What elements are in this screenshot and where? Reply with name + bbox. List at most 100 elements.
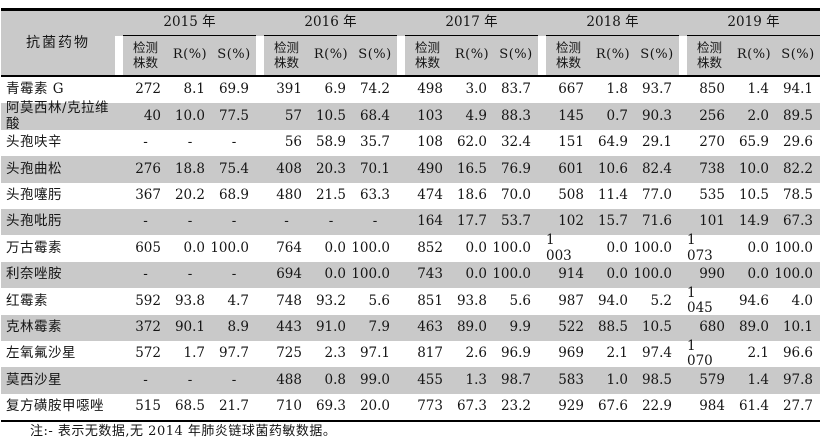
header-gutter — [115, 36, 123, 77]
r-percent-cell: 17.7 — [450, 208, 494, 236]
r-percent-cell: - — [187, 134, 193, 151]
strains-count-cell: 592 — [135, 292, 161, 309]
s-percent-cell: 27.7 — [782, 398, 813, 415]
header-gutter — [115, 11, 123, 36]
strains-count-cell: 1 073 — [687, 232, 713, 264]
row-gutter — [256, 77, 264, 103]
antibiotic-column-header: 抗菌药物 — [1, 11, 115, 77]
row-gutter — [115, 183, 123, 209]
row-gutter — [115, 235, 123, 261]
subheader-r-percent: R(%) — [591, 36, 635, 77]
r-percent-cell: 15.7 — [591, 208, 635, 236]
s-percent-cell: 82.2 — [776, 156, 820, 183]
row-gutter — [397, 103, 405, 130]
r-percent-cell: 0.0 — [732, 261, 776, 289]
r-percent-cell: 88.5 — [591, 314, 635, 341]
row-gutter — [538, 103, 546, 130]
header-gutter — [397, 11, 405, 36]
s-percent-cell: 96.6 — [782, 345, 813, 362]
r-percent-cell: 93.8 — [456, 292, 487, 309]
row-gutter — [538, 156, 546, 183]
r-percent-cell: 14.9 — [732, 208, 776, 236]
strains-count-cell: 522 — [546, 314, 591, 341]
s-percent-cell: 67.3 — [776, 208, 820, 236]
r-percent-cell: 8.1 — [183, 81, 205, 98]
year-header: 2016 年 — [264, 11, 397, 36]
s-percent-cell: 5.6 — [509, 292, 531, 309]
row-gutter — [397, 261, 405, 289]
s-percent-cell: 8.9 — [212, 314, 256, 341]
row-gutter — [256, 103, 264, 130]
s-percent-cell: 20.0 — [359, 398, 390, 415]
row-gutter — [256, 183, 264, 209]
year-header: 2015 年 — [123, 11, 256, 36]
s-percent-cell: 70.0 — [500, 187, 531, 203]
s-percent-cell: 78.5 — [782, 187, 813, 203]
s-percent-cell: 5.2 — [650, 292, 672, 309]
strains-count-cell: 480 — [276, 187, 302, 203]
row-gutter — [256, 367, 264, 394]
strains-count-cell: 738 — [687, 156, 732, 183]
r-percent-cell: 18.8 — [168, 156, 212, 183]
r-percent-cell: 93.2 — [315, 292, 346, 309]
row-gutter — [538, 314, 546, 341]
strains-count-cell: 498 — [417, 81, 443, 98]
strains-count-cell: 535 — [699, 187, 725, 203]
s-percent-cell: 10.5 — [635, 314, 679, 341]
r-percent-cell: 16.5 — [450, 156, 494, 183]
s-percent-cell: 94.1 — [782, 81, 813, 98]
strains-count-cell: 969 — [558, 345, 584, 362]
row-gutter — [115, 394, 123, 420]
strains-count-cell: 572 — [135, 345, 161, 362]
row-gutter — [679, 208, 687, 236]
r-percent-cell: 65.9 — [738, 134, 769, 151]
s-percent-cell: 93.7 — [641, 81, 672, 98]
r-percent-cell: 91.0 — [309, 314, 353, 341]
r-percent-cell: 3.0 — [465, 81, 487, 98]
subheader-r-percent: R(%) — [450, 36, 494, 77]
row-gutter — [397, 130, 405, 156]
strains-count-cell: - — [123, 208, 168, 236]
s-percent-cell: 97.1 — [359, 345, 390, 362]
row-gutter — [679, 77, 687, 103]
year-header: 2018 年 — [546, 11, 679, 36]
drug-name-cell: 利奈唑胺 — [1, 261, 115, 289]
strains-count-cell: 101 — [687, 208, 732, 236]
s-percent-cell: 100.0 — [633, 239, 672, 256]
strains-count-cell: 490 — [405, 156, 450, 183]
header-gutter — [256, 36, 264, 77]
r-percent-cell: 61.4 — [738, 398, 769, 415]
s-percent-cell: 99.0 — [353, 367, 397, 394]
r-percent-cell: 0.0 — [309, 261, 353, 289]
s-percent-cell: 68.9 — [218, 187, 249, 203]
year-header: 2019 年 — [687, 11, 820, 36]
row-gutter — [256, 314, 264, 341]
subheader-s-percent: S(%) — [776, 36, 820, 77]
row-gutter — [397, 235, 405, 261]
r-percent-cell: 10.0 — [168, 103, 212, 130]
s-percent-cell: 83.7 — [500, 81, 531, 98]
subheader-r-percent: R(%) — [732, 36, 776, 77]
subheader-r-percent: R(%) — [168, 36, 212, 77]
r-percent-cell: 2.1 — [747, 345, 769, 362]
r-percent-cell: - — [168, 261, 212, 289]
strains-count-cell: 103 — [405, 103, 450, 130]
s-percent-cell: 89.5 — [776, 103, 820, 130]
row-gutter — [256, 208, 264, 236]
r-percent-cell: 1.8 — [606, 81, 628, 98]
subheader-s-percent: S(%) — [353, 36, 397, 77]
row-gutter — [115, 261, 123, 289]
strains-count-cell: 579 — [687, 367, 732, 394]
r-percent-cell: 90.1 — [168, 314, 212, 341]
strains-count-cell: 852 — [417, 239, 443, 256]
s-percent-cell: 96.9 — [500, 345, 531, 362]
r-percent-cell: 11.4 — [597, 187, 628, 203]
r-percent-cell: - — [309, 208, 353, 236]
strains-count-cell: 680 — [687, 314, 732, 341]
row-gutter — [256, 394, 264, 420]
row-gutter — [256, 288, 264, 314]
strains-count-cell: 583 — [546, 367, 591, 394]
strains-count-cell: 372 — [123, 314, 168, 341]
r-percent-cell: 10.5 — [309, 103, 353, 130]
drug-name-cell: 头孢噻肟 — [6, 187, 62, 203]
